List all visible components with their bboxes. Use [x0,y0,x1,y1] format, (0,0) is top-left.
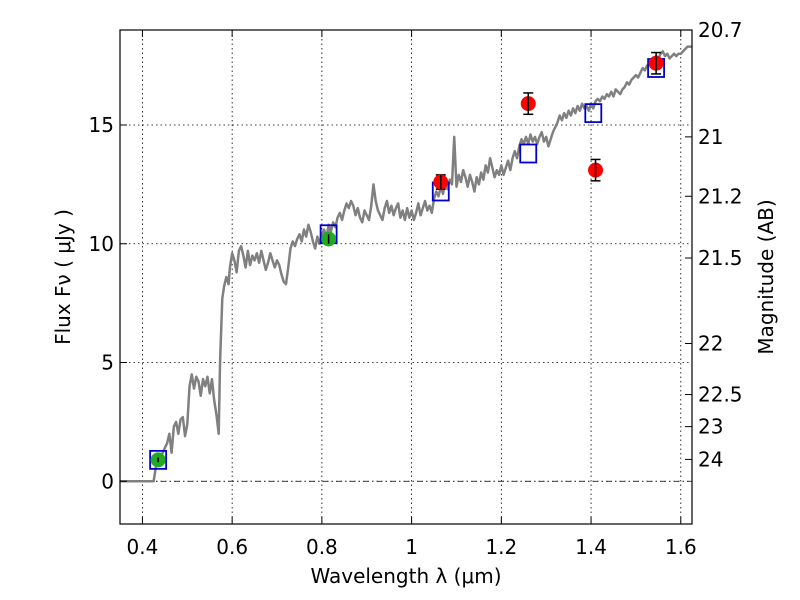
right-tick-label: 22.5 [698,383,743,407]
y-tick-label: 10 [89,232,114,256]
x-tick-label: 1.2 [485,535,517,559]
y-tick-label: 15 [89,113,114,137]
x-tick-label: 1.4 [575,535,607,559]
right-tick-label: 21 [698,125,723,149]
y-tick-label: 5 [101,351,114,375]
model-photometry-marker [149,449,168,470]
tick-labels: 0.4 0.6 0.8 1 1.2 1.4 1.6 0 5 10 15 20.7 21 21.2 21.5 2… [89,18,743,559]
right-tick-label: 21.5 [698,246,743,270]
x-axis-label: Wavelength λ (μm) [310,564,501,588]
right-axis-label: Magnitude (AB) [754,199,778,354]
plot-area [120,45,692,483]
y-tick-label: 0 [101,469,114,493]
x-tick-label: 1.6 [665,535,697,559]
x-tick-label: 0.6 [216,535,248,559]
right-tick-label: 21.2 [698,184,743,208]
model-photometry-marker [584,103,603,124]
right-tick-label: 22 [698,332,723,356]
model-photometry-marker [519,143,538,164]
grid-lines [120,30,692,524]
plot-frame [119,29,693,525]
model-spectrum-line [120,45,692,483]
axis-ticks [120,29,692,524]
right-tick-label: 20.7 [698,18,743,42]
x-tick-label: 0.4 [127,535,159,559]
right-tick-label: 24 [698,447,723,471]
y-axis-label: Flux Fν ( μJy ) [51,209,75,345]
right-tick-label: 23 [698,415,723,439]
x-tick-label: 0.8 [306,535,338,559]
x-tick-label: 1 [405,535,418,559]
